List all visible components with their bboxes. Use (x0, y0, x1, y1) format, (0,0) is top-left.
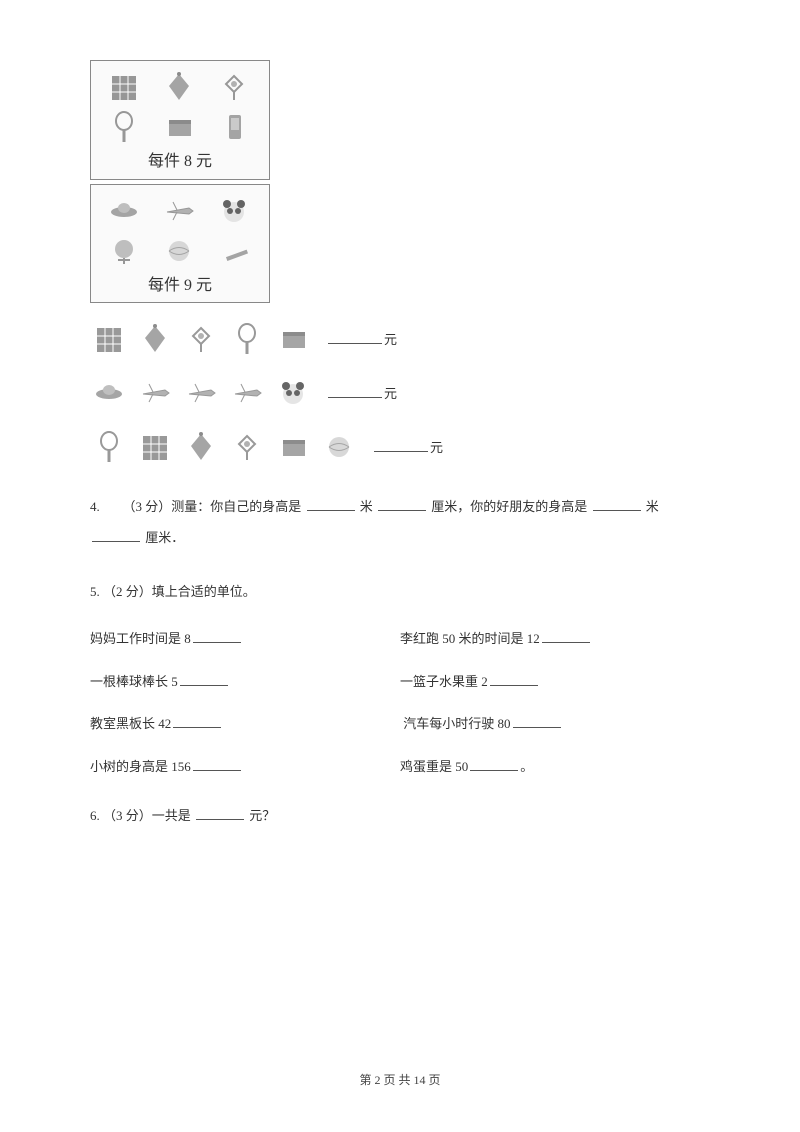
blank-input[interactable] (193, 757, 241, 771)
book-icon (160, 109, 200, 145)
blank-input[interactable] (513, 714, 561, 728)
q5-r2a: 一根棒球棒长 5 (90, 674, 178, 689)
q5-num: 5. (90, 584, 103, 599)
item-line-2: 元 (90, 375, 710, 411)
blank-input[interactable] (307, 497, 355, 511)
blank-input[interactable] (180, 672, 228, 686)
plane-icon (160, 193, 200, 229)
q5-r4b: 鸡蛋重是 50 (400, 759, 468, 774)
yuan-label: 元 (384, 386, 397, 401)
page-footer: 第 2 页 共 14 页 (0, 1071, 800, 1090)
price-box-8: 每件 8 元 (90, 60, 270, 180)
q5-r4a: 小树的身高是 156 (90, 759, 191, 774)
question-6: 6. （3 分）一共是 元？ (90, 800, 710, 831)
ball-icon (160, 233, 200, 269)
panda-icon (215, 193, 255, 229)
q5-row1: 妈妈工作时间是 8 李红跑 50 米的时间是 12 (90, 629, 710, 650)
period: 。 (520, 759, 533, 774)
q4-text: （3 分）测量：你自己的身高是 (123, 499, 302, 514)
blank-input[interactable] (470, 757, 518, 771)
q5-r3a: 教室黑板长 42 (90, 716, 171, 731)
phone-icon (215, 109, 255, 145)
spinning-top-icon (160, 69, 200, 105)
yuan-label: 元 (384, 332, 397, 347)
blank-input[interactable] (196, 806, 244, 820)
globe-icon (105, 233, 145, 269)
plane-icon (136, 375, 176, 411)
q5-r1b: 李红跑 50 米的时间是 12 (400, 631, 540, 646)
item-line-1: 元 (90, 321, 710, 357)
yuan-label: 元 (430, 440, 443, 455)
unit-m: 米 (360, 499, 373, 514)
blank-input[interactable] (374, 438, 428, 452)
blank-input[interactable] (378, 497, 426, 511)
ufo-icon (105, 193, 145, 229)
racket-icon (90, 429, 130, 465)
unit-cm: 厘米． (145, 530, 184, 545)
knot-icon (228, 429, 268, 465)
cube-icon (136, 429, 176, 465)
unit-m: 米 (646, 499, 659, 514)
q5-row2: 一根棒球棒长 5 一篮子水果重 2 (90, 672, 710, 693)
plane-icon (228, 375, 268, 411)
q6-text: （3 分）一共是 (103, 808, 191, 823)
ufo-icon (90, 375, 130, 411)
q6-tail: 元？ (249, 808, 275, 823)
blank-input[interactable] (490, 672, 538, 686)
q5-r2b: 一篮子水果重 2 (400, 674, 488, 689)
blank-input[interactable] (328, 384, 382, 398)
cube-icon (90, 321, 130, 357)
knot-icon (215, 69, 255, 105)
book-icon (274, 429, 314, 465)
plane-icon (182, 375, 222, 411)
q6-num: 6. (90, 808, 103, 823)
blank-input[interactable] (542, 629, 590, 643)
book-icon (274, 321, 314, 357)
ball-icon (320, 429, 360, 465)
racket-icon (228, 321, 268, 357)
q5-row4: 小树的身高是 156 鸡蛋重是 50 。 (90, 757, 710, 778)
knot-icon (182, 321, 222, 357)
q4-text2: 厘米，你的好朋友的身高是 (431, 499, 587, 514)
question-5-head: 5. （2 分）填上合适的单位。 (90, 576, 710, 607)
q5-r3b: 汽车每小时行驶 80 (403, 716, 510, 731)
blank-input[interactable] (193, 629, 241, 643)
q5-row3: 教室黑板长 42 汽车每小时行驶 80 (90, 714, 710, 735)
spinning-top-icon (136, 321, 176, 357)
box2-caption: 每件 9 元 (97, 273, 263, 299)
blank-input[interactable] (92, 528, 140, 542)
box1-caption: 每件 8 元 (97, 149, 263, 175)
price-box-9: 每件 9 元 (90, 184, 270, 304)
blank-input[interactable] (328, 330, 382, 344)
blank-input[interactable] (593, 497, 641, 511)
item-line-3: 元 (90, 429, 710, 465)
cube-icon (105, 69, 145, 105)
spinning-top-icon (182, 429, 222, 465)
question-4: 4. （3 分）测量：你自己的身高是 米 厘米，你的好朋友的身高是 米 厘米． (90, 491, 710, 553)
racket-icon (105, 109, 145, 145)
q5-pts: （2 分）填上合适的单位。 (103, 584, 256, 599)
q4-num: 4. (90, 499, 100, 514)
panda-icon (274, 375, 314, 411)
pen-icon (215, 233, 255, 269)
blank-input[interactable] (173, 714, 221, 728)
q5-r1a: 妈妈工作时间是 8 (90, 631, 191, 646)
